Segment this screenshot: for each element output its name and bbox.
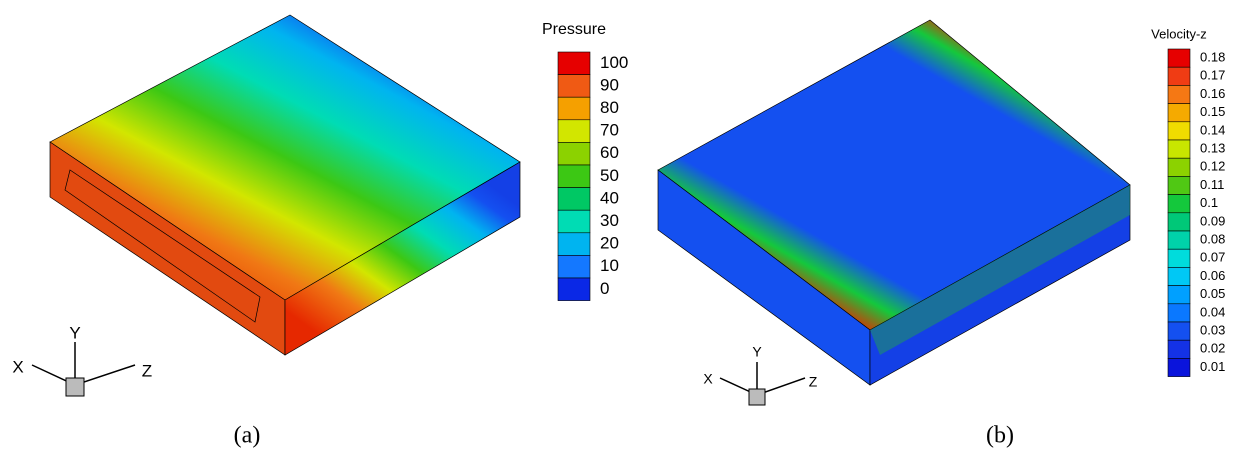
legend-swatch [558,210,590,233]
legend-swatch [1168,104,1190,122]
legend-swatch [1168,158,1190,176]
legend-swatch [1168,176,1190,194]
legend-swatch [558,233,590,256]
legend-label: 20 [600,234,619,253]
legend-label: 70 [600,121,619,140]
legend-label: 0.09 [1200,213,1225,228]
legend-label: 0.1 [1200,195,1218,210]
legend-label: 0.13 [1200,141,1225,156]
legend-swatch [1168,358,1190,376]
axis-label: X [703,371,713,387]
axis-label: Y [69,323,80,342]
legend-swatch [1168,231,1190,249]
legend-label: 0.16 [1200,86,1225,101]
legend-label: 50 [600,166,619,185]
axis-label: Y [752,344,762,360]
legend-swatch [558,278,590,301]
legend-swatch [558,52,590,75]
triad-b [720,362,805,405]
legend-label: 0.05 [1200,286,1225,301]
box-a [50,15,520,355]
legend-swatch [1168,286,1190,304]
legend-swatch [558,97,590,120]
caption: (b) [986,423,1014,449]
legend-swatch [1168,249,1190,267]
axis-label: X [12,357,23,376]
legend-swatch [1168,213,1190,231]
legend-label: 80 [600,98,619,117]
legend-label: 0.14 [1200,122,1225,137]
legend-label: 0.18 [1200,50,1225,65]
legend-swatch [1168,267,1190,285]
legend-swatch [1168,49,1190,67]
axis-label: Z [809,374,818,390]
legend-swatch [1168,122,1190,140]
legend-swatch [558,120,590,143]
legend-swatch [1168,67,1190,85]
legend-swatch [558,75,590,98]
legend-title: Pressure [542,21,606,38]
legend-label: 0.03 [1200,323,1225,338]
legend-swatch [1168,340,1190,358]
legend-swatch [1168,304,1190,322]
legend-swatch [558,255,590,278]
legend-title: Velocity-z [1151,26,1207,41]
legend-swatch [1168,195,1190,213]
legend-label: 40 [600,188,619,207]
figure: Y X Z Y X Z (a) (b) Pressure100908070605… [0,0,1243,455]
legend-label: 0.17 [1200,68,1225,83]
legend-label: 0.04 [1200,304,1225,319]
legend-swatch [1168,322,1190,340]
legend-label: 0.07 [1200,250,1225,265]
legend-label: 0.08 [1200,232,1225,247]
legend-label: 0.06 [1200,268,1225,283]
legend-label: 100 [600,53,628,72]
legend-swatch [558,165,590,188]
legend-label: 90 [600,75,619,94]
caption: (a) [234,423,261,449]
legend-swatch [558,142,590,165]
legend-label: 0.15 [1200,104,1225,119]
legend-swatch [558,188,590,211]
legend-label: 0 [600,279,609,298]
axis-label: Z [142,361,152,380]
legend-label: 0.11 [1200,177,1224,192]
legend-label: 0.12 [1200,159,1225,174]
legend-label: 0.02 [1200,341,1225,356]
legend-label: 30 [600,211,619,230]
legend-swatch [1168,140,1190,158]
legend-label: 10 [600,256,619,275]
legend-swatch [1168,85,1190,103]
triad-a [32,342,135,396]
legend-label: 0.01 [1200,359,1225,374]
box-b [658,20,1130,385]
legend-label: 60 [600,143,619,162]
